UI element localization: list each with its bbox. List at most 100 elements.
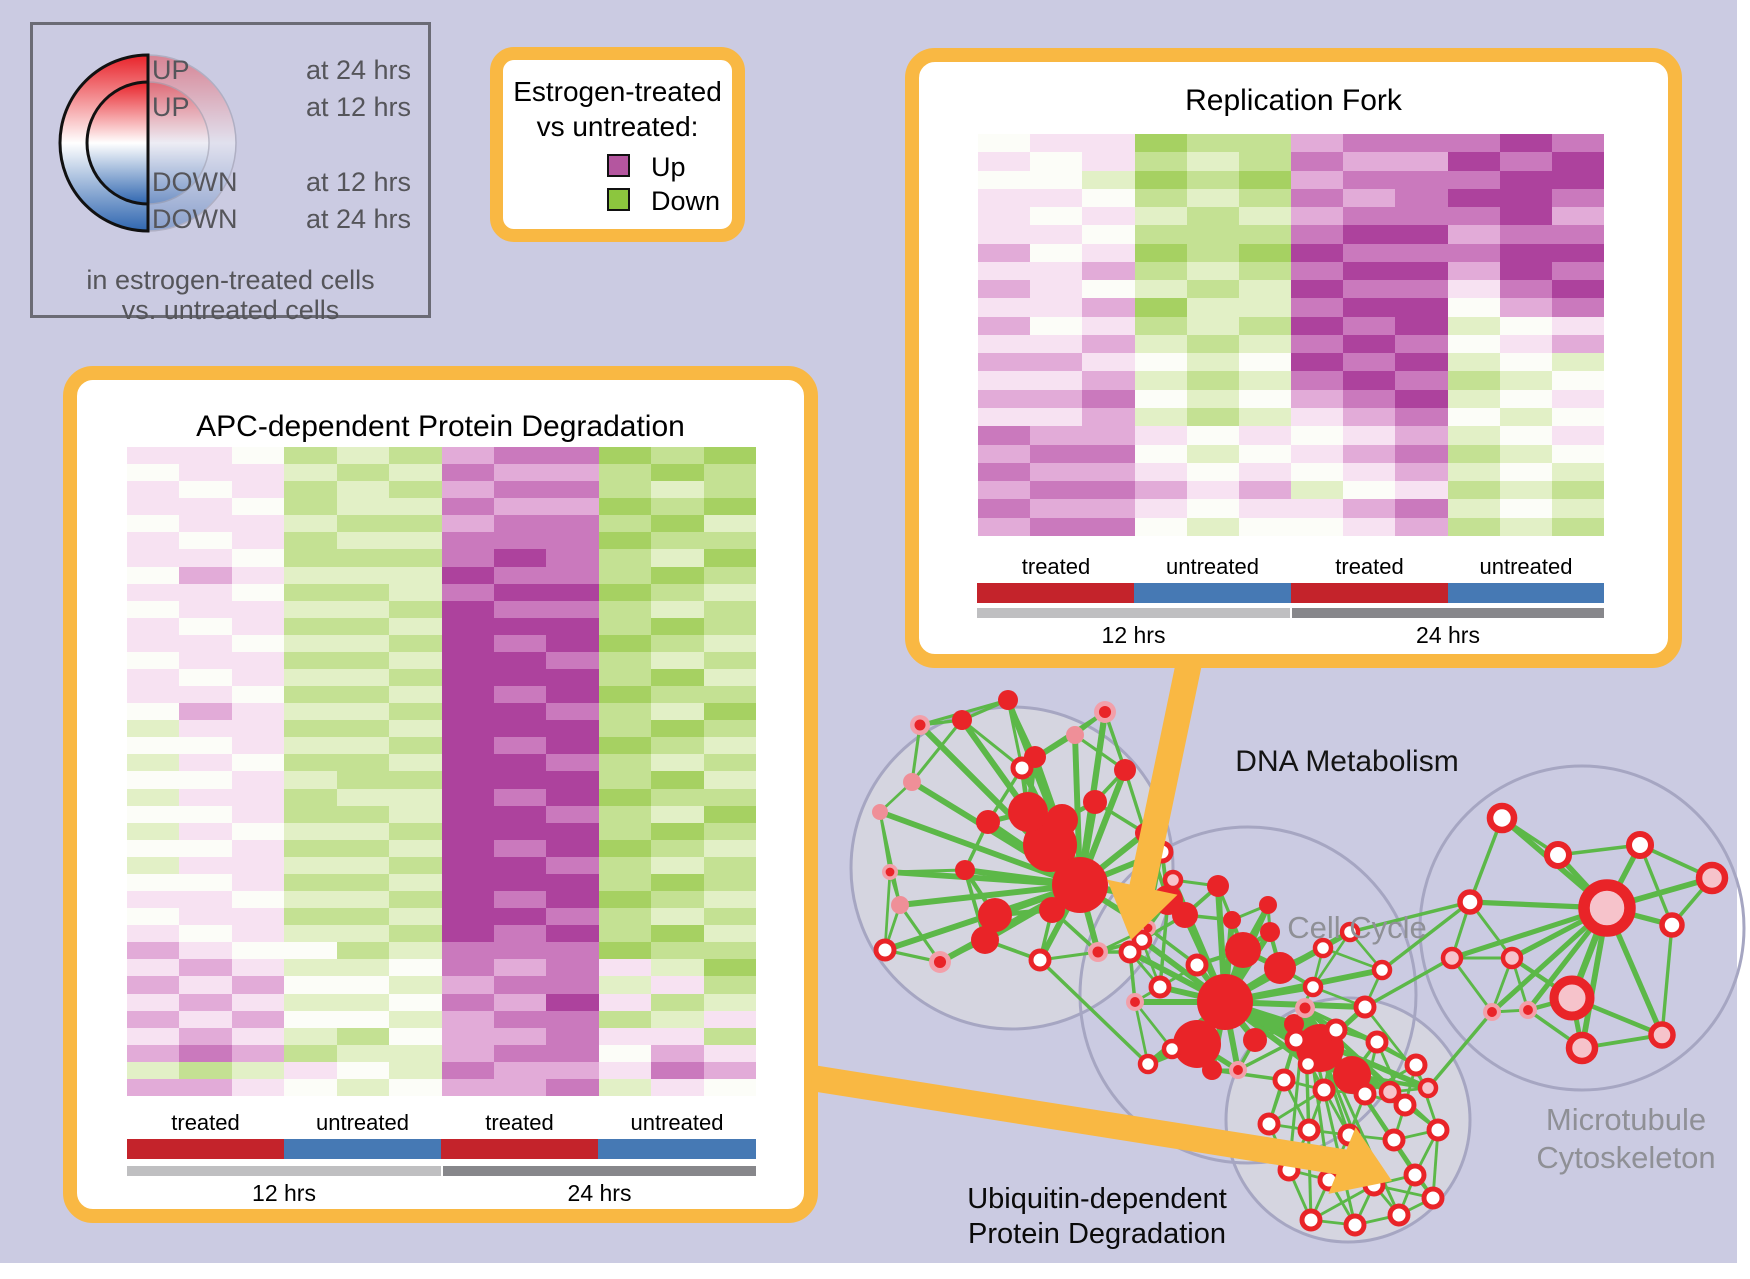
- heatmap-cell: [231, 498, 285, 516]
- heatmap-cell: [179, 1027, 232, 1045]
- heatmap-cell: [441, 583, 494, 601]
- network-node: [955, 860, 975, 880]
- heatmap-cell: [284, 515, 337, 533]
- heatmap-cell: [179, 976, 232, 994]
- heatmap-cell: [1082, 426, 1135, 445]
- callout-arrow-head: [1107, 879, 1178, 940]
- heatmap-cell: [1186, 261, 1239, 281]
- heatmap-cell: [389, 822, 442, 840]
- up-down-gradient-circle-icon: [58, 53, 237, 233]
- heatmap-cell: [441, 634, 494, 652]
- heatmap-cell: [1238, 334, 1291, 354]
- heatmap-cell: [1186, 481, 1239, 500]
- heatmap-cell: [441, 771, 494, 789]
- heatmap-cell: [1291, 225, 1344, 244]
- heatmap-cell: [389, 908, 442, 926]
- rf-24hrs-bar: [1292, 608, 1604, 618]
- heatmap-cell: [978, 481, 1031, 500]
- heatmap-cell: [179, 737, 232, 755]
- network-node: [998, 690, 1018, 710]
- heatmap-cell: [1447, 152, 1500, 171]
- heatmap-cell: [1499, 408, 1552, 427]
- heatmap-cell: [127, 959, 180, 977]
- heatmap-cell: [1551, 188, 1604, 208]
- heatmap-cell: [651, 1027, 704, 1045]
- heatmap-cell: [441, 651, 494, 670]
- heatmap-cell: [284, 617, 337, 635]
- heatmap-cell: [336, 788, 390, 806]
- heatmap-cell: [1499, 298, 1552, 317]
- heatmap-cell: [493, 771, 547, 789]
- heatmap-cell: [1186, 462, 1239, 482]
- apc-treated-bar-12: [127, 1139, 284, 1159]
- heatmap-cell: [336, 447, 390, 465]
- network-node: [872, 804, 888, 820]
- heatmap-cell: [546, 549, 599, 567]
- heatmap-cell: [703, 788, 756, 806]
- heatmap-cell: [493, 481, 547, 499]
- heatmap-cell: [703, 617, 756, 635]
- heatmap-cell: [1186, 408, 1239, 427]
- heatmap-cell: [389, 634, 442, 652]
- rf-treated-bar-24: [1291, 583, 1448, 603]
- heatmap-cell: [1343, 499, 1396, 518]
- heatmap-cell: [441, 1061, 494, 1079]
- heatmap-cell: [493, 600, 547, 618]
- heatmap-cell: [1499, 426, 1552, 445]
- heatmap-cell: [127, 600, 180, 618]
- heatmap-cell: [336, 617, 390, 635]
- heatmap-cell: [978, 243, 1031, 262]
- heatmap-cell: [389, 549, 442, 567]
- network-node: [1114, 759, 1136, 781]
- heatmap-cell: [978, 517, 1031, 536]
- heatmap-cell: [493, 925, 547, 943]
- heatmap-cell: [598, 447, 652, 465]
- heatmap-cell: [651, 549, 704, 567]
- heatmap-cell: [493, 703, 547, 721]
- heatmap-cell: [179, 873, 232, 892]
- rf-group-label-3: treated: [1335, 554, 1404, 579]
- heatmap-cell: [284, 942, 337, 960]
- heatmap-cell: [1447, 462, 1500, 482]
- heatmap-cell: [1134, 280, 1187, 299]
- heatmap-cell: [179, 600, 232, 618]
- network-node: [1172, 902, 1198, 928]
- heatmap-cell: [284, 873, 337, 892]
- heatmap-cell: [546, 686, 599, 704]
- heatmap-cell: [231, 549, 285, 567]
- heatmap-cell: [1186, 389, 1239, 409]
- heatmap-cell: [231, 583, 285, 601]
- heatmap-cell: [978, 298, 1031, 317]
- heatmap-cell: [1030, 353, 1083, 372]
- heatmap-cell: [441, 464, 494, 482]
- heatmap-cell: [231, 737, 285, 755]
- heatmap-cell: [336, 583, 390, 601]
- network-node: [1260, 922, 1280, 942]
- heatmap-cell: [179, 634, 232, 652]
- heatmap-cell: [284, 532, 337, 550]
- heatmap-cell: [1291, 371, 1344, 390]
- heatmap-cell: [1291, 334, 1344, 354]
- heatmap-cell: [1499, 389, 1552, 409]
- heatmap-cell: [179, 617, 232, 635]
- heatmap-cell: [1551, 152, 1604, 171]
- heatmap-cell: [493, 839, 547, 857]
- network-node: [1312, 1078, 1336, 1102]
- heatmap-cell: [1030, 243, 1083, 262]
- heatmap-cell: [978, 444, 1031, 463]
- heatmap-cell: [441, 976, 494, 994]
- heatmap-cell: [1551, 243, 1604, 262]
- heatmap-cell: [127, 481, 180, 499]
- heatmap-cell: [389, 1044, 442, 1062]
- heatmap-cell: [651, 1010, 704, 1028]
- heatmap-cell: [493, 942, 547, 960]
- heatmap-cell: [179, 942, 232, 960]
- heatmap-cell: [1186, 316, 1239, 335]
- heatmap-cell: [231, 788, 285, 806]
- heatmap-cell: [179, 447, 232, 465]
- heatmap-cell: [231, 651, 285, 670]
- network-node: [1339, 921, 1361, 943]
- apc-treated-bar-24: [441, 1139, 598, 1159]
- heatmap-cell: [389, 498, 442, 516]
- heatmap-cell: [1134, 353, 1187, 372]
